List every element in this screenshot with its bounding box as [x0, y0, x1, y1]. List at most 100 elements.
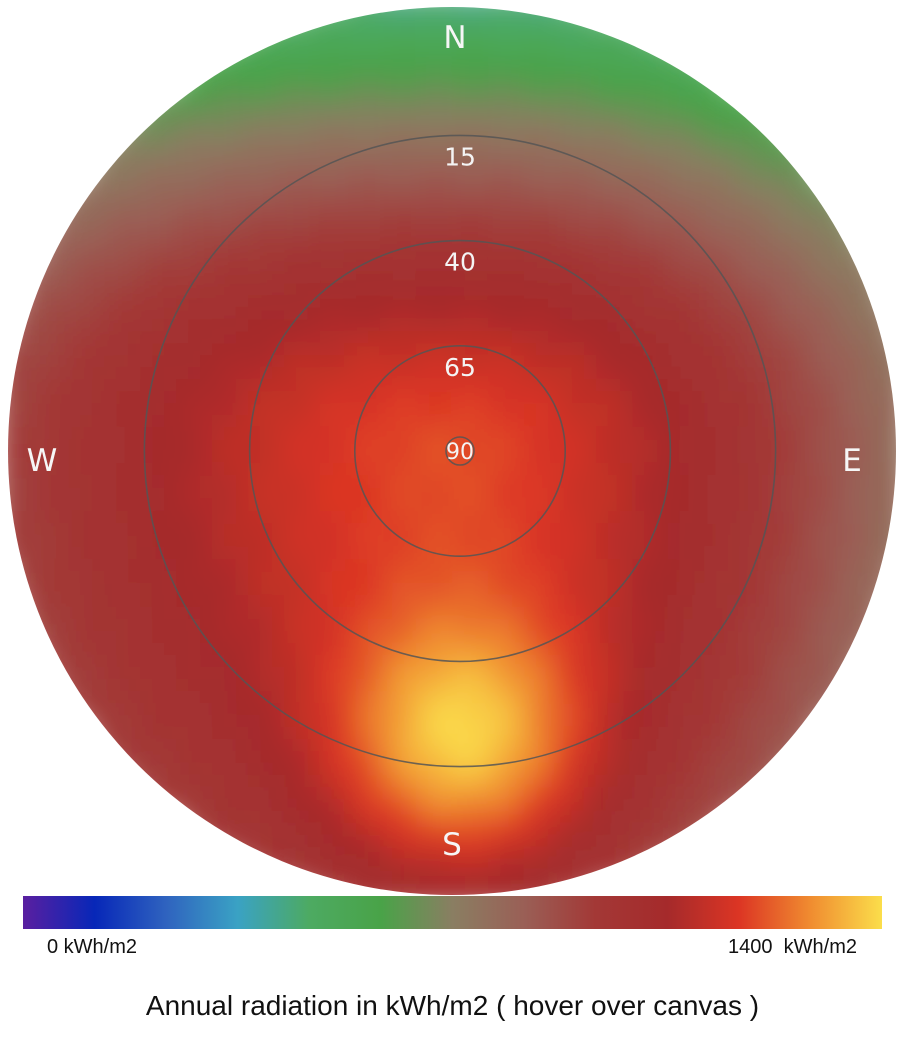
- heatmap-cell: [368, 67, 381, 80]
- heatmap-cell: [524, 439, 537, 452]
- heatmap-cell: [560, 859, 573, 872]
- heatmap-cell: [440, 43, 453, 56]
- heatmap-cell: [176, 175, 189, 188]
- heatmap-cell: [656, 607, 669, 620]
- heatmap-cell: [656, 451, 669, 464]
- heatmap-cell: [632, 823, 645, 836]
- heatmap-cell: [308, 199, 321, 212]
- heatmap-cell: [560, 703, 573, 716]
- heatmap-cell: [440, 631, 453, 644]
- heatmap-cell: [536, 763, 549, 776]
- heatmap-cell: [140, 163, 153, 176]
- heatmap-cell: [416, 67, 429, 80]
- heatmap-cell: [560, 691, 573, 704]
- heatmap-cell: [632, 571, 645, 584]
- heatmap-cell: [740, 343, 753, 356]
- heatmap-cell: [524, 667, 537, 680]
- heatmap-cell: [164, 583, 177, 596]
- heatmap-cell: [512, 31, 525, 44]
- heatmap-cell: [500, 295, 513, 308]
- heatmap-cell: [116, 439, 129, 452]
- heatmap-cell: [836, 451, 849, 464]
- heatmap-cell: [332, 115, 345, 128]
- heatmap-cell: [812, 583, 825, 596]
- heatmap-cell: [332, 91, 345, 104]
- heatmap-cell: [176, 223, 189, 236]
- heatmap-cell: [548, 7, 561, 20]
- heatmap-cell: [560, 535, 573, 548]
- heatmap-cell: [8, 463, 21, 476]
- heatmap-cell: [644, 271, 657, 284]
- heatmap-cell: [368, 763, 381, 776]
- heatmap-cell: [692, 727, 705, 740]
- heatmap-cell: [128, 715, 141, 728]
- heatmap-cell: [308, 211, 321, 224]
- heatmap-cell: [440, 499, 453, 512]
- heatmap-cell: [476, 451, 489, 464]
- heatmap-cell: [440, 715, 453, 728]
- heatmap-cell: [464, 775, 477, 788]
- heatmap-cell: [296, 811, 309, 824]
- heatmap-cell: [860, 571, 873, 584]
- heatmap-cell: [476, 67, 489, 80]
- heatmap-cell: [380, 7, 393, 20]
- colorbar-max-label: 1400 kWh/m2: [728, 936, 857, 958]
- heatmap-cell: [464, 487, 477, 500]
- heatmap-cell: [680, 91, 693, 104]
- heatmap-cell: [464, 127, 477, 140]
- heatmap-cell: [296, 235, 309, 248]
- heatmap-cell: [356, 79, 369, 92]
- heatmap-cell: [212, 271, 225, 284]
- heatmap-cell: [140, 739, 153, 752]
- heatmap-cell: [488, 775, 501, 788]
- heatmap-cell: [740, 235, 753, 248]
- heatmap-cell: [716, 775, 729, 788]
- heatmap-cell: [716, 475, 729, 488]
- heatmap-cell: [584, 775, 597, 788]
- heatmap-cell: [332, 727, 345, 740]
- heatmap-cell: [80, 379, 93, 392]
- heatmap-cell: [248, 763, 261, 776]
- heatmap-cell: [824, 343, 837, 356]
- heatmap-cell: [536, 355, 549, 368]
- heatmap-cell: [236, 787, 249, 800]
- heatmap-cell: [320, 331, 333, 344]
- heatmap-cell: [284, 463, 297, 476]
- heatmap-cell: [164, 295, 177, 308]
- heatmap-cell: [212, 295, 225, 308]
- heatmap-cell: [332, 547, 345, 560]
- heatmap-cell: [368, 823, 381, 836]
- heatmap-cell: [8, 523, 9, 536]
- heatmap-cell: [284, 499, 297, 512]
- heatmap-cell: [392, 883, 405, 895]
- heatmap-cell: [572, 163, 585, 176]
- heatmap-cell: [308, 799, 321, 812]
- heatmap-cell: [668, 571, 681, 584]
- heatmap-cell: [668, 247, 681, 260]
- heatmap-cell: [68, 703, 81, 716]
- heatmap-cell: [488, 379, 501, 392]
- heatmap-cell: [548, 211, 561, 224]
- heatmap-cell: [476, 31, 489, 44]
- heatmap-cell: [488, 271, 501, 284]
- heatmap-cell: [380, 475, 393, 488]
- heatmap-cell: [788, 427, 801, 440]
- heatmap-cell: [524, 307, 537, 320]
- heatmap-cell: [776, 607, 789, 620]
- heatmap-cell: [884, 571, 896, 584]
- heatmap-cell: [176, 571, 189, 584]
- heatmap-cell: [416, 871, 429, 884]
- heatmap-cell: [116, 499, 129, 512]
- heatmap-cell: [320, 295, 333, 308]
- heatmap-cell: [236, 727, 249, 740]
- heatmap-cell: [200, 547, 213, 560]
- heatmap-cell: [152, 247, 165, 260]
- heatmap-cell: [200, 163, 213, 176]
- altitude-label-90: 90: [446, 440, 474, 465]
- heatmap-cell: [296, 451, 309, 464]
- heatmap-cell: [44, 307, 57, 320]
- heatmap-cell: [572, 511, 585, 524]
- heatmap-cell: [572, 583, 585, 596]
